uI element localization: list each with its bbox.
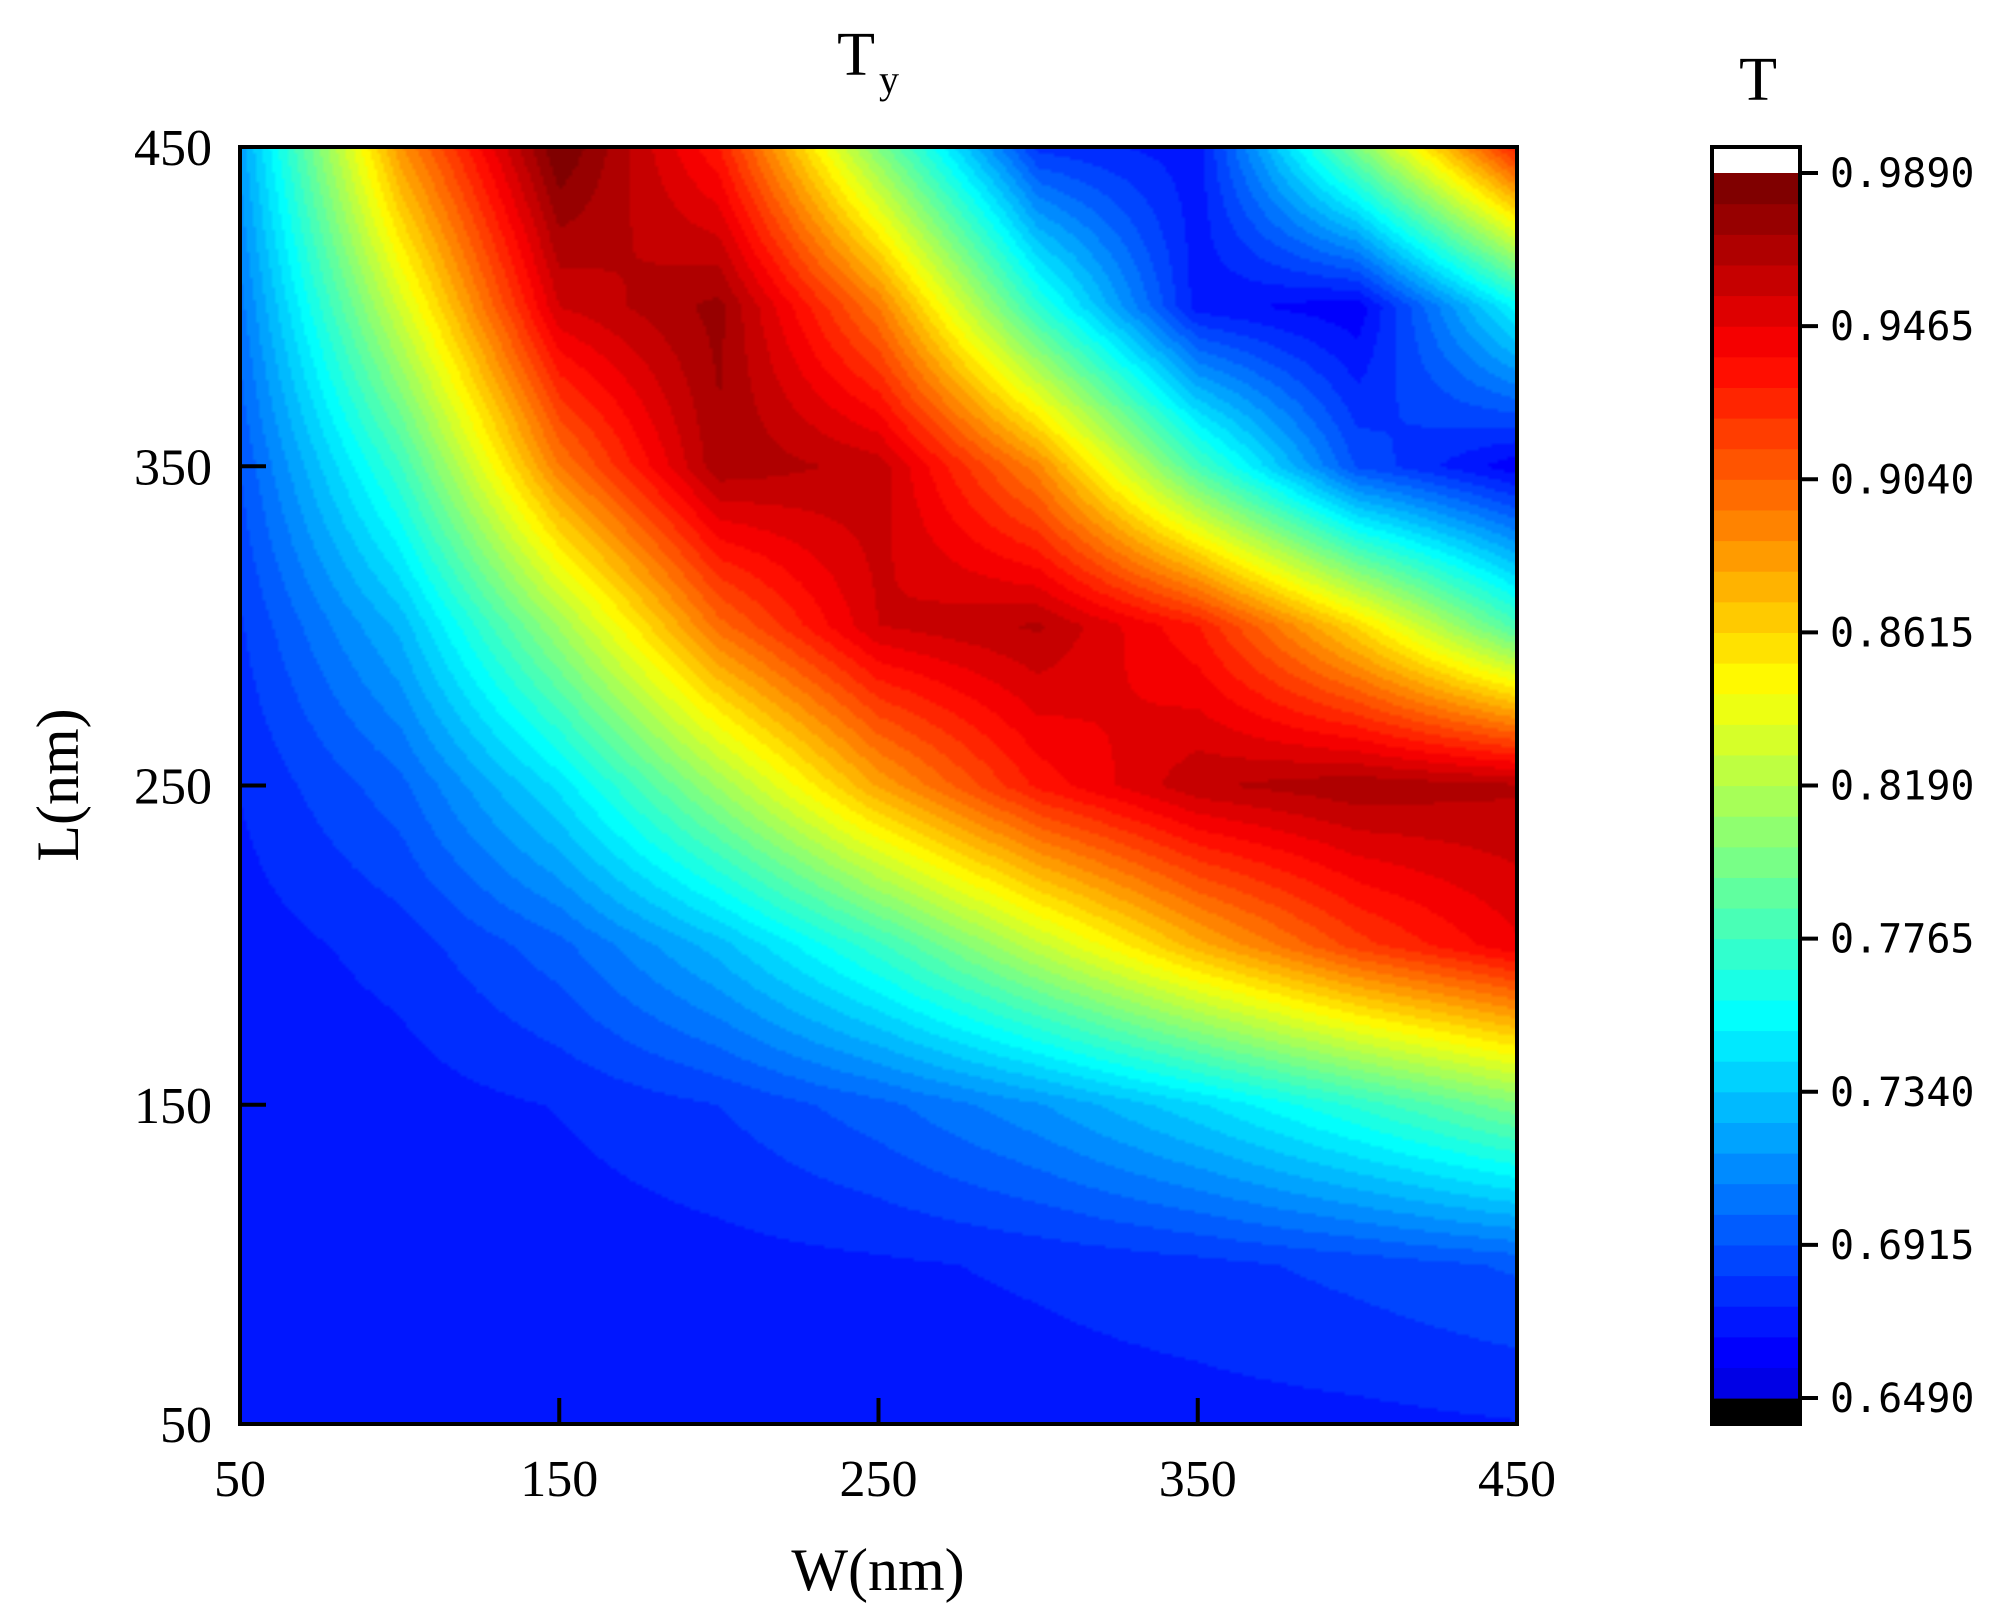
colorbar-level xyxy=(1712,754,1800,787)
y-axis-ticks: 50 150 250 350 450 xyxy=(134,120,266,1454)
colorbar-level xyxy=(1712,1336,1800,1368)
colorbar-level xyxy=(1712,173,1800,205)
colorbar-level xyxy=(1712,632,1800,664)
colorbar-tick-label: 0.9040 xyxy=(1830,457,1975,503)
y-axis-label: L(nm) xyxy=(25,708,91,861)
colorbar-tick-label: 0.6490 xyxy=(1830,1376,1975,1422)
colorbar-level xyxy=(1712,724,1800,756)
colorbar-label: T xyxy=(1739,46,1777,114)
x-tick-label: 250 xyxy=(840,1451,918,1508)
colorbar-level xyxy=(1712,203,1800,235)
colorbar-level xyxy=(1712,1183,1800,1215)
x-tick-label: 150 xyxy=(520,1451,598,1508)
colorbar-level xyxy=(1712,264,1800,297)
colorbar-level xyxy=(1712,1030,1800,1062)
colorbar-level xyxy=(1712,1061,1800,1093)
colorbar-under-swatch xyxy=(1712,1398,1800,1424)
colorbar-level xyxy=(1712,540,1800,572)
colorbar-level xyxy=(1712,479,1800,511)
colorbar-level xyxy=(1712,509,1800,542)
colorbar-tick-label: 0.9465 xyxy=(1830,304,1975,350)
colorbar-level xyxy=(1712,234,1800,266)
colorbar-level xyxy=(1712,1306,1800,1338)
x-axis-ticks: 50 150 250 350 450 xyxy=(214,1398,1556,1508)
colorbar-tick-label: 0.8615 xyxy=(1830,610,1975,656)
y-tick-label: 50 xyxy=(160,1397,212,1454)
x-axis-label: W(nm) xyxy=(791,1537,964,1603)
heatmap-area xyxy=(240,147,1517,1424)
colorbar-level xyxy=(1712,1122,1800,1154)
colorbar-level xyxy=(1712,1367,1800,1399)
heatmap-image xyxy=(240,147,1517,1424)
colorbar-level xyxy=(1712,601,1800,633)
colorbar-level xyxy=(1712,1153,1800,1185)
colorbar-over-swatch xyxy=(1712,147,1800,173)
colorbar-level xyxy=(1712,938,1800,970)
colorbar-level xyxy=(1712,356,1800,388)
x-tick-label: 450 xyxy=(1478,1451,1556,1508)
x-tick-label: 50 xyxy=(214,1451,266,1508)
colorbar-level xyxy=(1712,448,1800,480)
y-tick-label: 350 xyxy=(134,439,212,496)
colorbar-tick-label: 0.6915 xyxy=(1830,1223,1975,1269)
colorbar xyxy=(1710,145,1802,1426)
colorbar-level xyxy=(1712,663,1800,695)
colorbar-level xyxy=(1712,693,1800,725)
x-tick-label: 350 xyxy=(1159,1451,1237,1508)
colorbar-level xyxy=(1712,387,1800,419)
colorbar-level xyxy=(1712,1214,1800,1246)
colorbar-level xyxy=(1712,571,1800,603)
colorbar-tick-label: 0.8190 xyxy=(1830,764,1975,810)
colorbar-tick-label: 0.7340 xyxy=(1830,1070,1975,1116)
colorbar-level xyxy=(1712,1244,1800,1277)
colorbar-level xyxy=(1712,418,1800,450)
y-tick-label: 250 xyxy=(134,759,212,816)
colorbar-level xyxy=(1712,908,1800,940)
colorbar-ticks: 0.6490 0.6915 0.7340 0.7765 0.8190 0.8615 0.90… xyxy=(1800,151,1975,1422)
colorbar-level xyxy=(1712,1091,1800,1123)
chart-title-main: T xyxy=(837,21,875,89)
colorbar-tick-label: 0.7765 xyxy=(1830,917,1975,963)
colorbar-level xyxy=(1712,846,1800,878)
colorbar-level xyxy=(1712,816,1800,848)
colorbar-level xyxy=(1712,877,1800,909)
colorbar-level xyxy=(1712,326,1800,358)
chart-title-subscript: y xyxy=(879,57,899,102)
colorbar-tick-label: 0.9890 xyxy=(1830,151,1975,197)
colorbar-level xyxy=(1712,999,1800,1032)
colorbar-level xyxy=(1712,969,1800,1001)
y-tick-label: 150 xyxy=(134,1078,212,1135)
y-tick-label: 450 xyxy=(134,120,212,177)
colorbar-level xyxy=(1712,295,1800,327)
colorbar-level xyxy=(1712,1275,1800,1307)
colorbar-level xyxy=(1712,785,1800,817)
